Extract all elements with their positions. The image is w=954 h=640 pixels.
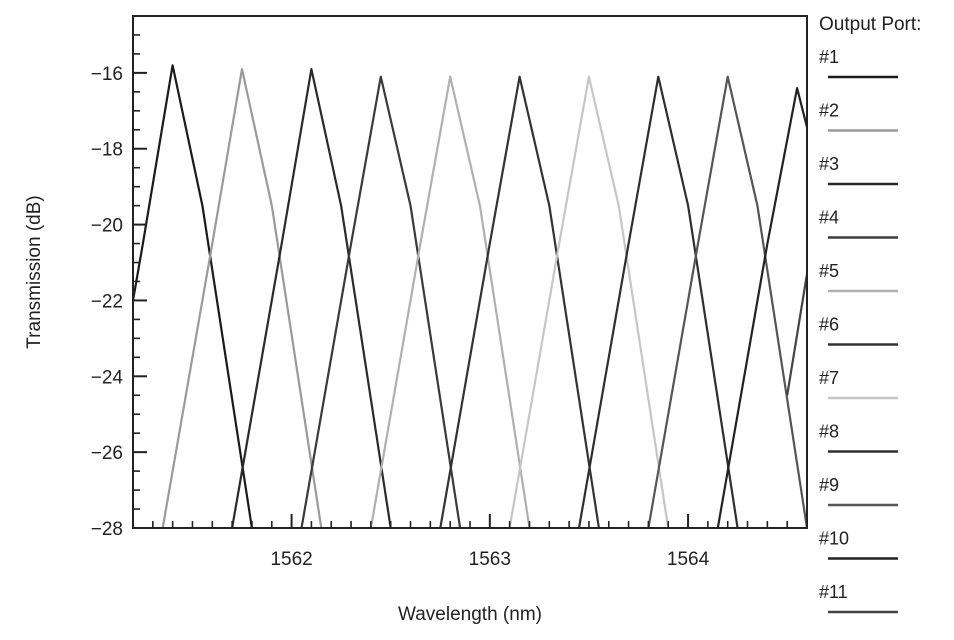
legend-label-port-4: #4	[819, 208, 839, 228]
series-line-port-5	[369, 75, 531, 528]
legend-label-port-1: #1	[819, 47, 839, 67]
y-axis-title: Transmission (dB)	[24, 195, 45, 348]
legend-label-port-8: #8	[819, 422, 839, 442]
legend-label-port-5: #5	[819, 261, 839, 281]
series-line-port-11	[786, 273, 807, 396]
x-tick-label: 1563	[469, 549, 511, 570]
series-line-port-4	[300, 75, 462, 528]
y-tick-label: −26	[91, 443, 123, 464]
x-tick-label: 1562	[270, 549, 312, 570]
x-tick-label: 1564	[667, 549, 710, 570]
y-tick-label: −20	[91, 216, 123, 237]
x-axis-title: Wavelength (nm)	[398, 604, 542, 625]
y-tick-label: −22	[91, 291, 123, 312]
legend-label-port-6: #6	[819, 315, 839, 335]
series-line-port-8	[577, 75, 739, 528]
legend-label-port-9: #9	[819, 475, 839, 495]
legend-label-port-10: #10	[819, 529, 849, 549]
series-line-port-10	[716, 86, 807, 528]
series-line-port-6	[439, 75, 600, 528]
legend: #1 #2 #3 #4 #5 #6 #7 #8 #9 #10 #11	[819, 47, 898, 614]
y-tick-label: −24	[91, 367, 124, 388]
series-line-port-3	[231, 67, 392, 528]
legend-label-port-7: #7	[819, 368, 839, 388]
series-line-port-7	[508, 75, 670, 528]
legend-label-port-3: #3	[819, 154, 839, 174]
y-tick-label: −18	[91, 140, 123, 161]
legend-label-port-2: #2	[819, 101, 839, 121]
y-tick-label: −28	[91, 519, 123, 540]
series-line-port-9	[647, 75, 807, 528]
plot-frame	[132, 15, 808, 529]
series-line-port-1	[133, 64, 253, 528]
legend-title: Output Port:	[819, 14, 921, 35]
series-line-port-2	[161, 67, 323, 528]
legend-label-port-11: #11	[819, 582, 848, 602]
y-tick-label: −16	[91, 64, 123, 85]
